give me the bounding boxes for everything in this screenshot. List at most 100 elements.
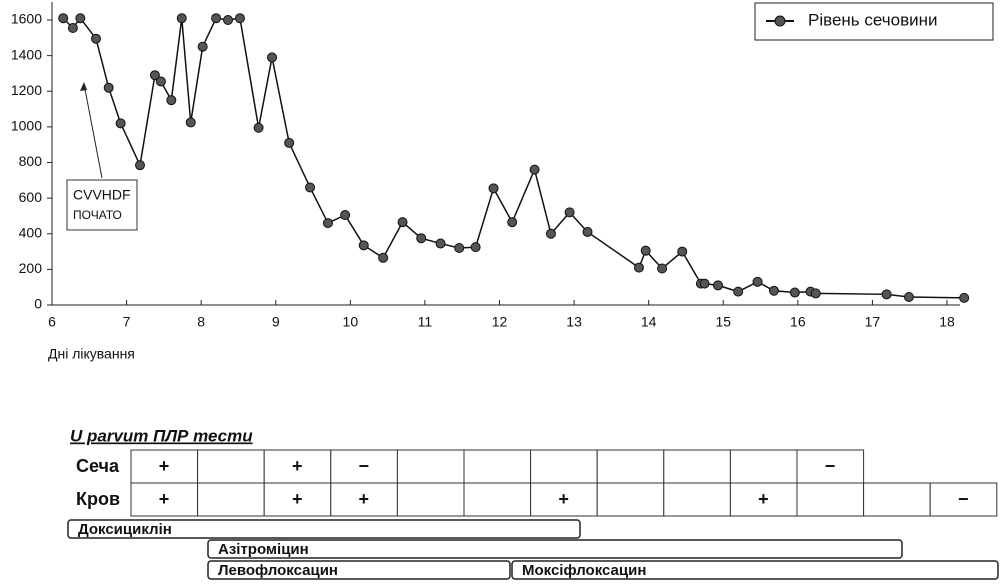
cell xyxy=(863,482,931,517)
data-point xyxy=(633,262,644,273)
cell xyxy=(663,449,731,484)
data-point xyxy=(185,117,196,128)
x-tick-label: 14 xyxy=(641,314,657,330)
cell xyxy=(530,482,598,517)
data-point xyxy=(234,13,245,24)
data-point xyxy=(752,276,763,287)
data-point xyxy=(155,76,166,87)
y-tick-label: 1600 xyxy=(11,11,42,27)
data-point xyxy=(529,164,540,175)
row-label: Сеча xyxy=(76,456,120,476)
data-point xyxy=(284,137,295,148)
x-tick-label: 6 xyxy=(48,314,56,330)
cell xyxy=(396,449,465,484)
cell xyxy=(929,482,998,517)
drug-label: Левофлоксацин xyxy=(218,562,338,579)
data-point xyxy=(397,217,408,228)
x-tick-label: 13 xyxy=(566,314,582,330)
data-point xyxy=(677,246,688,257)
cell-value: − xyxy=(958,489,969,509)
table-title: U parvum ПЛР тести xyxy=(70,426,253,445)
data-point xyxy=(267,52,278,63)
data-point xyxy=(768,285,779,296)
y-tick-label: 0 xyxy=(34,296,42,312)
x-tick-label: 17 xyxy=(865,314,881,330)
y-tick-label: 200 xyxy=(19,260,43,276)
data-point xyxy=(545,228,556,239)
arrow-head xyxy=(80,82,87,91)
data-point xyxy=(149,70,160,81)
data-point xyxy=(135,160,146,171)
x-tick-label: 16 xyxy=(790,314,806,330)
drug-label: Доксициклін xyxy=(78,521,172,538)
data-point xyxy=(253,122,264,133)
x-tick-label: 9 xyxy=(272,314,280,330)
y-tick-label: 400 xyxy=(19,224,43,240)
annotation-arrow xyxy=(83,83,103,179)
cell xyxy=(796,482,865,517)
y-tick-label: 1200 xyxy=(11,82,42,98)
data-point xyxy=(959,292,970,303)
cell xyxy=(463,449,532,484)
data-point xyxy=(699,278,710,289)
cell-value: − xyxy=(825,456,836,476)
data-point xyxy=(58,13,69,24)
cell xyxy=(596,449,665,484)
data-point xyxy=(166,95,177,106)
data-point xyxy=(657,263,668,274)
data-point xyxy=(176,13,187,24)
data-point xyxy=(640,245,651,256)
cell xyxy=(197,449,265,484)
annotation-box xyxy=(66,179,138,231)
x-tick-label: 11 xyxy=(418,314,433,330)
data-point xyxy=(67,23,78,34)
data-line xyxy=(62,16,965,299)
data-point xyxy=(454,243,465,253)
x-tick-label: 18 xyxy=(939,314,955,330)
cell xyxy=(663,482,731,517)
annotation-text: CVVHDF xyxy=(73,187,131,203)
cell xyxy=(130,482,199,517)
legend-box xyxy=(754,2,994,41)
cell xyxy=(330,482,398,517)
cell xyxy=(463,482,532,517)
data-point xyxy=(416,233,427,244)
cell-value: − xyxy=(359,456,370,476)
x-tick-label: 15 xyxy=(715,314,731,330)
data-point xyxy=(211,13,222,24)
data-point xyxy=(340,210,351,221)
data-point xyxy=(358,240,369,251)
y-tick-label: 1400 xyxy=(11,46,42,62)
y-tick-label: 600 xyxy=(19,189,43,205)
cell xyxy=(330,449,398,484)
cell xyxy=(729,482,798,517)
cell-value: + xyxy=(558,489,569,509)
legend-label: Рівень сечовини xyxy=(808,10,938,29)
data-point xyxy=(881,289,892,300)
data-point xyxy=(713,280,724,291)
cell-value: + xyxy=(359,489,370,509)
cell xyxy=(729,449,798,484)
data-point xyxy=(582,226,593,237)
annotation-text: ПОЧАТО xyxy=(73,208,122,222)
data-point xyxy=(378,252,389,263)
data-point xyxy=(470,242,481,253)
data-point xyxy=(305,182,316,193)
data-point xyxy=(488,183,499,194)
drug-label: Азітроміцин xyxy=(218,541,309,558)
x-tick-label: 12 xyxy=(492,314,508,330)
x-tick-label: 7 xyxy=(123,314,131,330)
data-point xyxy=(75,13,86,24)
data-point xyxy=(435,238,446,249)
cell xyxy=(396,482,465,517)
data-point xyxy=(91,33,102,44)
x-tick-label: 10 xyxy=(343,314,359,330)
x-axis-label: Дні лікування xyxy=(48,346,135,362)
data-point xyxy=(197,41,208,52)
row-label: Кров xyxy=(76,489,120,509)
cell-value: + xyxy=(159,456,170,476)
legend-marker xyxy=(774,15,786,27)
data-point xyxy=(507,217,518,228)
cell-value: + xyxy=(758,489,769,509)
